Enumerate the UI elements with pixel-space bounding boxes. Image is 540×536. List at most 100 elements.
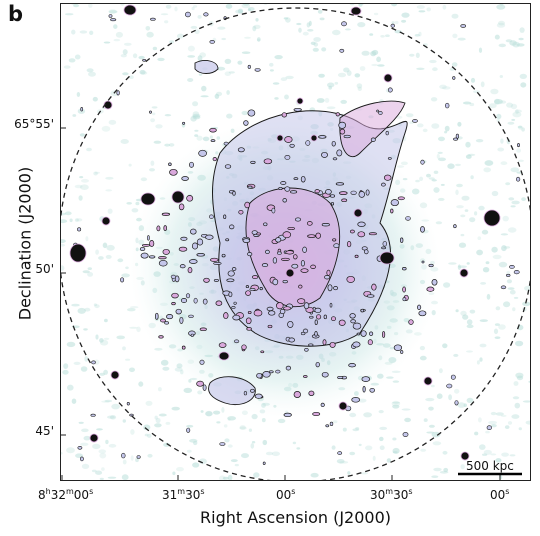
- noise-speckle: [216, 421, 221, 424]
- contour-blob: [281, 112, 287, 118]
- contour-blob: [368, 232, 377, 236]
- contour-blob: [383, 174, 392, 181]
- point-source: [218, 351, 230, 361]
- noise-speckle: [98, 449, 107, 454]
- noise-speckle: [316, 98, 325, 103]
- noise-speckle: [193, 5, 198, 8]
- noise-speckle: [87, 272, 94, 277]
- noise-speckle: [457, 264, 461, 271]
- noise-speckle: [94, 304, 100, 309]
- noise-speckle: [479, 357, 483, 362]
- contour-blob: [283, 306, 292, 311]
- noise-speckle: [199, 52, 206, 58]
- contour-blob: [402, 297, 407, 302]
- noise-speckle: [135, 201, 140, 206]
- contour-blob: [335, 112, 340, 117]
- noise-speckle: [448, 394, 452, 401]
- noise-speckle: [510, 205, 516, 208]
- noise-speckle: [460, 310, 467, 316]
- point-source: [483, 209, 501, 227]
- noise-speckle: [361, 50, 370, 56]
- noise-speckle: [127, 308, 136, 312]
- noise-speckle: [332, 420, 338, 424]
- contour-blob: [343, 134, 351, 139]
- noise-speckle: [116, 335, 125, 340]
- contour-blob: [295, 217, 301, 222]
- noise-speckle: [466, 350, 473, 353]
- contour-blob: [266, 306, 274, 312]
- contour-blob: [190, 228, 197, 235]
- contour-blob: [506, 273, 511, 277]
- contour-blob: [147, 235, 150, 241]
- contour-blob: [341, 198, 348, 203]
- contour-blob: [420, 226, 425, 233]
- contour-blob: [120, 277, 125, 283]
- noise-speckle: [480, 81, 485, 88]
- noise-speckle: [77, 307, 86, 314]
- noise-speckle: [130, 429, 135, 435]
- noise-speckle: [380, 35, 385, 38]
- contour-blob: [453, 224, 457, 229]
- noise-speckle: [392, 451, 398, 454]
- noise-speckle: [512, 307, 516, 312]
- noise-speckle: [227, 474, 233, 481]
- contour-blob: [291, 263, 299, 269]
- noise-speckle: [467, 153, 476, 156]
- noise-speckle: [429, 59, 437, 64]
- noise-speckle: [143, 424, 151, 431]
- noise-speckle: [490, 424, 497, 428]
- contour-blob: [178, 246, 188, 252]
- contour-blob: [213, 278, 219, 282]
- contour-blob: [249, 287, 256, 291]
- contour-blob: [333, 286, 339, 291]
- contour-blob: [323, 314, 327, 320]
- contour-blob: [271, 207, 276, 214]
- contour-blob: [325, 424, 330, 428]
- noise-speckle: [520, 82, 527, 88]
- noise-speckle: [262, 439, 268, 446]
- noise-speckle: [495, 306, 501, 311]
- noise-speckle: [483, 449, 492, 455]
- noise-speckle: [486, 293, 491, 300]
- noise-speckle: [442, 4, 447, 10]
- noise-speckle: [516, 43, 525, 47]
- noise-speckle: [465, 154, 472, 159]
- noise-speckle: [521, 197, 526, 202]
- contour-blob: [500, 285, 507, 290]
- contour-blob: [346, 275, 355, 283]
- halo-inner-contour: [245, 187, 341, 308]
- noise-speckle: [74, 218, 79, 222]
- noise-speckle: [454, 388, 460, 394]
- noise-speckle: [436, 154, 440, 159]
- x-axis-label: Right Ascension (J2000): [200, 508, 391, 527]
- contour-blob: [281, 257, 290, 261]
- noise-speckle: [455, 309, 459, 313]
- contour-blob: [329, 421, 334, 427]
- contour-blob: [79, 456, 84, 462]
- contour-blob: [339, 48, 345, 53]
- noise-speckle: [340, 99, 348, 104]
- noise-speckle: [517, 125, 523, 129]
- noise-speckle: [518, 125, 523, 130]
- contour-blob: [402, 286, 406, 293]
- noise-speckle: [509, 289, 516, 295]
- noise-speckle: [473, 90, 481, 94]
- noise-speckle: [404, 417, 411, 423]
- noise-speckle: [483, 167, 492, 173]
- contour-blob: [190, 333, 194, 337]
- contour-blob: [203, 277, 210, 283]
- noise-speckle: [462, 101, 472, 105]
- noise-speckle: [509, 454, 516, 457]
- contour-blob: [346, 241, 352, 248]
- noise-speckle: [292, 441, 297, 445]
- noise-speckle: [354, 73, 361, 78]
- noise-speckle: [506, 102, 514, 108]
- contour-blob: [247, 252, 253, 257]
- contour-blob: [156, 225, 161, 232]
- noise-speckle: [469, 217, 476, 223]
- noise-speckle: [500, 233, 509, 236]
- noise-speckle: [507, 227, 517, 233]
- contour-blob: [247, 185, 253, 189]
- contour-blob: [308, 343, 314, 347]
- contour-blob: [185, 293, 191, 299]
